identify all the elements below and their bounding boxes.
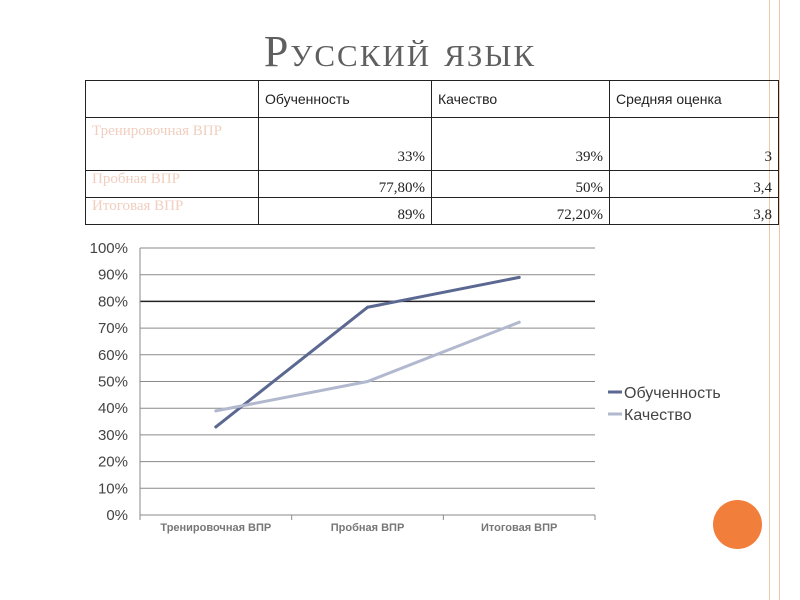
legend-label: Качество: [624, 407, 692, 424]
data-point: [517, 320, 521, 324]
results-table: Обученность Качество Средняя оценка Трен…: [85, 80, 779, 225]
table-row: Тренировочная ВПР 33% 39% 3: [85, 117, 779, 171]
frame-line-left: [769, 0, 770, 600]
y-tick-label: 30%: [98, 427, 128, 444]
data-point: [517, 275, 521, 279]
table-cell: 72,20%: [431, 197, 610, 225]
x-tick-label: Итоговая ВПР: [481, 522, 557, 534]
decorative-circle: [713, 500, 762, 549]
y-tick-label: 60%: [98, 347, 128, 364]
y-tick-label: 40%: [98, 400, 128, 417]
data-point: [366, 380, 369, 383]
y-tick-label: 100%: [90, 240, 128, 257]
y-tick-label: 80%: [98, 293, 128, 310]
table-header-obuchennost: Обученность: [258, 80, 432, 118]
table-cell: 3,8: [609, 197, 779, 225]
frame-line-right: [779, 0, 780, 600]
y-tick-label: 90%: [98, 267, 128, 284]
series-line: [214, 320, 521, 413]
table-cell: 89%: [258, 197, 432, 225]
table-cell: 50%: [431, 170, 610, 198]
y-tick-label: 10%: [98, 480, 128, 497]
table-cell: 33%: [258, 117, 432, 171]
y-tick-label: 20%: [98, 454, 128, 471]
row-label-probnaya: Пробная ВПР: [85, 170, 259, 198]
table-header-srednyaya: Средняя оценка: [609, 80, 779, 118]
table-cell: 39%: [431, 117, 610, 171]
y-tick-label: 70%: [98, 320, 128, 337]
series-line: [214, 275, 521, 429]
data-point: [366, 305, 369, 309]
x-tick-label: Тренировочная ВПР: [160, 522, 271, 534]
table-cell: 3,4: [609, 170, 779, 198]
x-tick-label: Пробная ВПР: [331, 522, 405, 534]
data-point: [214, 425, 218, 429]
row-label-trenirovochnaya: Тренировочная ВПР: [85, 117, 259, 171]
table-cell: 77,80%: [258, 170, 432, 198]
row-label-itogovaya: Итоговая ВПР: [85, 197, 259, 225]
y-tick-label: 0%: [106, 507, 128, 524]
table-row: Итоговая ВПР 89% 72,20% 3,8: [85, 197, 779, 225]
page-title: Русский язык: [263, 27, 537, 76]
data-point: [214, 409, 218, 413]
table-row: Пробная ВПР 77,80% 50% 3,4: [85, 170, 779, 198]
legend-label: Обученность: [624, 385, 721, 402]
y-tick-label: 50%: [98, 374, 128, 391]
table-header-row: Обученность Качество Средняя оценка: [85, 80, 779, 118]
